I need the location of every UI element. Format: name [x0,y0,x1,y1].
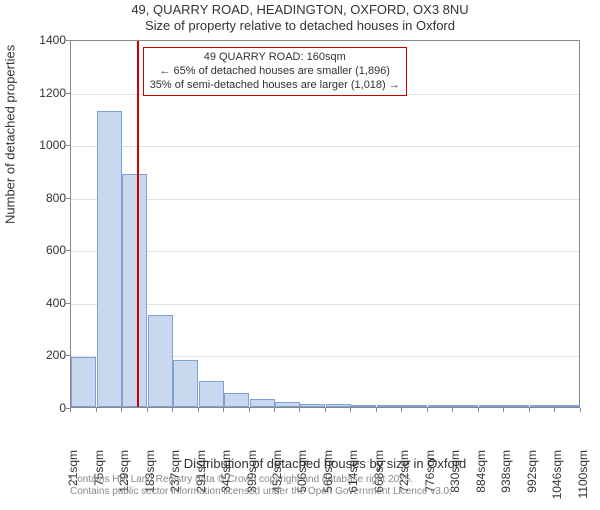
xtick-mark [249,408,250,412]
histogram-bar [224,393,249,407]
xtick-mark [401,408,402,412]
reference-line [137,41,139,407]
xtick-mark [172,408,173,412]
gridline [71,146,579,147]
histogram-bar [71,357,96,407]
annotation-box: 49 QUARRY ROAD: 160sqm← 65% of detached … [143,47,407,96]
xtick-mark [198,408,199,412]
gridline [71,199,579,200]
histogram-bar [326,404,351,407]
histogram-bar [479,405,504,407]
gridline [71,251,579,252]
xtick-mark [554,408,555,412]
xtick-mark [147,408,148,412]
title-line1: 49, QUARRY ROAD, HEADINGTON, OXFORD, OX3… [0,2,600,18]
histogram-bar [300,404,325,407]
ytick-label: 0 [16,401,66,415]
x-axis-label: Distribution of detached houses by size … [70,456,580,471]
xtick-mark [274,408,275,412]
ytick-label: 200 [16,348,66,362]
gridline [71,304,579,305]
footer-line2: Contains public sector information licen… [70,486,452,498]
ytick-label: 1400 [16,33,66,47]
histogram-bar [173,360,198,407]
xtick-mark [452,408,453,412]
chart-container: 49, QUARRY ROAD, HEADINGTON, OXFORD, OX3… [0,0,600,500]
histogram-bar [530,405,555,407]
xtick-mark [478,408,479,412]
histogram-bar [377,405,402,407]
annotation-line2: ← 65% of detached houses are smaller (1,… [150,65,400,79]
xtick-mark [121,408,122,412]
ytick-label: 1000 [16,138,66,152]
chart-title: 49, QUARRY ROAD, HEADINGTON, OXFORD, OX3… [0,2,600,35]
xtick-mark [223,408,224,412]
ytick-label: 800 [16,191,66,205]
annotation-line1: 49 QUARRY ROAD: 160sqm [150,51,400,65]
xtick-mark [350,408,351,412]
xtick-mark [70,408,71,412]
histogram-bar [453,405,478,407]
ytick-label: 400 [16,296,66,310]
ytick-label: 600 [16,243,66,257]
histogram-bar [275,402,300,407]
ytick-mark [66,408,70,409]
xtick-mark [376,408,377,412]
y-axis-label: Number of detached properties [3,45,18,224]
footer-line1: Contains HM Land Registry data © Crown c… [70,474,452,486]
histogram-bar [199,381,224,407]
histogram-bar [148,315,173,407]
xtick-mark [503,408,504,412]
histogram-bar [351,405,376,407]
histogram-bar [555,405,580,407]
xtick-mark [299,408,300,412]
footer-attribution: Contains HM Land Registry data © Crown c… [70,474,452,498]
title-line2: Size of property relative to detached ho… [0,18,600,34]
histogram-bar [250,399,275,407]
xtick-mark [427,408,428,412]
xtick-mark [325,408,326,412]
xtick-mark [96,408,97,412]
ytick-label: 1200 [16,86,66,100]
xtick-mark [580,408,581,412]
histogram-bar [97,111,122,407]
histogram-bar [122,174,147,407]
histogram-bar [428,405,453,407]
annotation-line3: 35% of semi-detached houses are larger (… [150,79,400,93]
histogram-bar [402,405,427,407]
histogram-bar [504,405,529,407]
xtick-mark [529,408,530,412]
plot-area: 49 QUARRY ROAD: 160sqm← 65% of detached … [70,40,580,408]
